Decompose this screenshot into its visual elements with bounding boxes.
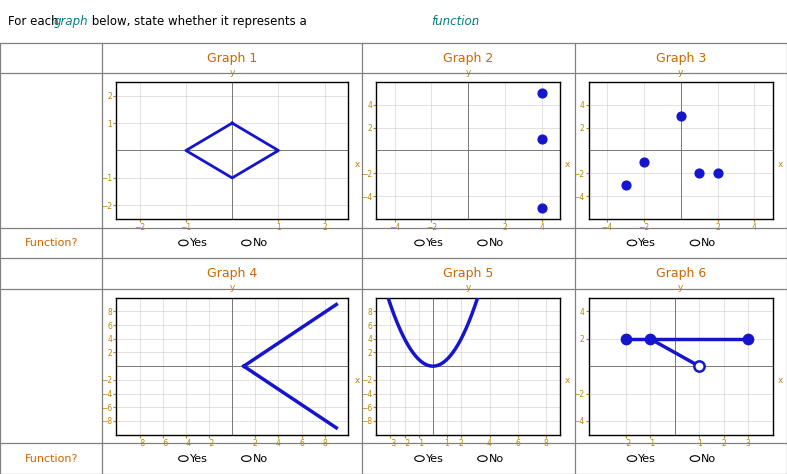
Text: Yes: Yes: [426, 238, 444, 248]
Text: Function?: Function?: [24, 454, 78, 464]
Text: Graph 2: Graph 2: [443, 52, 493, 64]
Text: No: No: [701, 238, 716, 248]
Text: No: No: [253, 238, 268, 248]
Point: [644, 335, 656, 343]
Text: No: No: [489, 454, 504, 464]
Point: [536, 135, 549, 143]
Text: function: function: [431, 15, 479, 28]
Text: Graph 1: Graph 1: [207, 52, 257, 64]
Text: No: No: [489, 238, 504, 248]
X-axis label: x: x: [354, 376, 360, 385]
Y-axis label: y: y: [466, 283, 471, 292]
Text: No: No: [253, 454, 268, 464]
Point: [674, 112, 687, 120]
Text: below, state whether it represents a: below, state whether it represents a: [88, 15, 311, 28]
Y-axis label: y: y: [678, 67, 683, 76]
Point: [711, 170, 724, 177]
Text: Yes: Yes: [638, 238, 656, 248]
Text: graph: graph: [54, 15, 88, 28]
X-axis label: x: x: [354, 160, 360, 169]
Text: Graph 3: Graph 3: [656, 52, 706, 64]
Point: [742, 335, 755, 343]
X-axis label: x: x: [565, 376, 571, 385]
Text: Function?: Function?: [24, 238, 78, 248]
Point: [536, 90, 549, 97]
Point: [536, 204, 549, 211]
Text: Graph 4: Graph 4: [207, 267, 257, 280]
X-axis label: x: x: [778, 376, 783, 385]
Y-axis label: y: y: [230, 283, 235, 292]
Text: Yes: Yes: [426, 454, 444, 464]
Text: Graph 6: Graph 6: [656, 267, 706, 280]
Text: Yes: Yes: [190, 238, 208, 248]
Point: [637, 158, 650, 166]
X-axis label: x: x: [778, 160, 783, 169]
Y-axis label: y: y: [466, 67, 471, 76]
Text: Graph 5: Graph 5: [443, 267, 493, 280]
Text: No: No: [701, 454, 716, 464]
Y-axis label: y: y: [678, 283, 683, 292]
Text: .: .: [471, 15, 475, 28]
Y-axis label: y: y: [230, 67, 235, 76]
Point: [693, 362, 705, 370]
Text: Yes: Yes: [638, 454, 656, 464]
Text: For each: For each: [8, 15, 62, 28]
Point: [619, 181, 632, 189]
Text: Yes: Yes: [190, 454, 208, 464]
Point: [619, 335, 632, 343]
X-axis label: x: x: [565, 160, 571, 169]
Point: [693, 170, 705, 177]
